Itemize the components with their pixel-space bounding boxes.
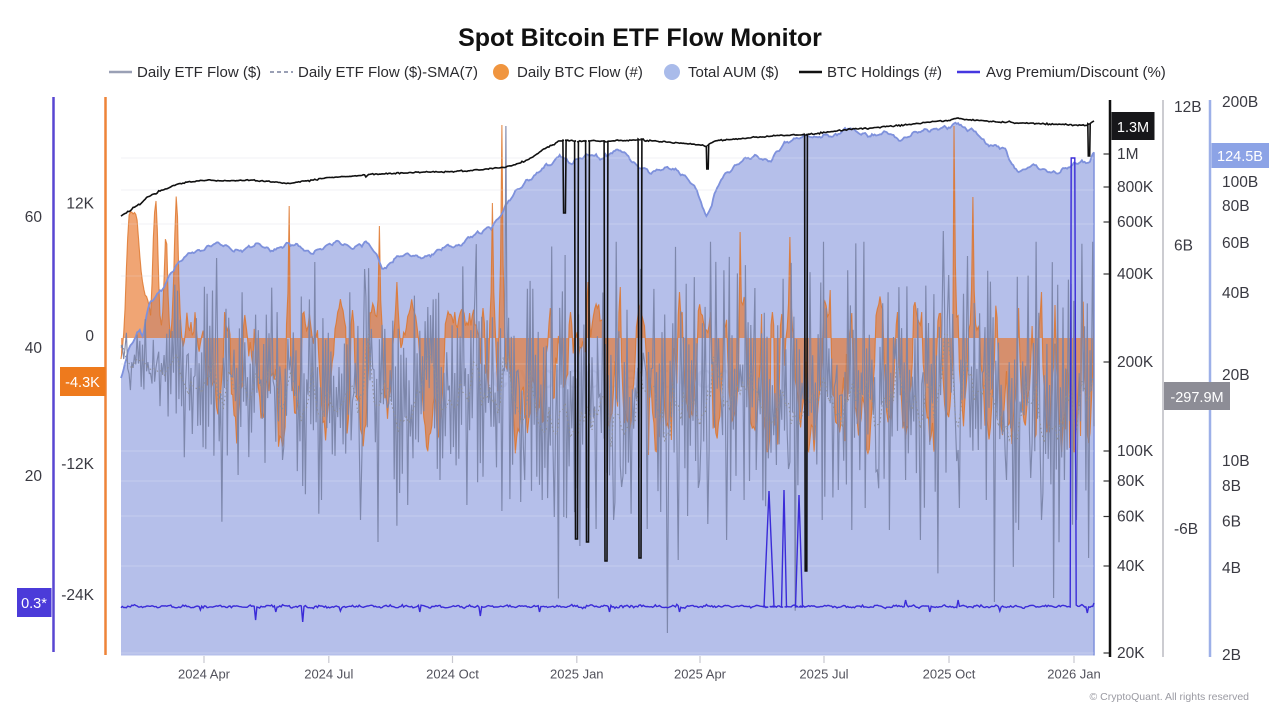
svg-text:40B: 40B bbox=[1222, 285, 1250, 302]
svg-text:-12K: -12K bbox=[61, 456, 94, 473]
svg-text:2024 Oct: 2024 Oct bbox=[426, 667, 479, 682]
svg-text:2025 Jan: 2025 Jan bbox=[550, 667, 604, 682]
svg-text:80B: 80B bbox=[1222, 198, 1250, 215]
svg-text:20: 20 bbox=[25, 468, 43, 485]
svg-text:124.5B: 124.5B bbox=[1217, 149, 1263, 165]
svg-text:100K: 100K bbox=[1117, 443, 1154, 460]
svg-text:8B: 8B bbox=[1222, 478, 1241, 495]
svg-text:200B: 200B bbox=[1222, 94, 1258, 111]
svg-text:600K: 600K bbox=[1117, 214, 1154, 231]
svg-text:20B: 20B bbox=[1222, 367, 1250, 384]
svg-text:6B: 6B bbox=[1222, 514, 1241, 531]
svg-text:-4.3K: -4.3K bbox=[65, 375, 100, 391]
svg-text:2025 Oct: 2025 Oct bbox=[923, 667, 976, 682]
svg-text:2024 Apr: 2024 Apr bbox=[178, 667, 231, 682]
svg-text:-6B: -6B bbox=[1174, 521, 1198, 538]
svg-text:40K: 40K bbox=[1117, 558, 1145, 575]
svg-text:400K: 400K bbox=[1117, 266, 1154, 283]
svg-text:6B: 6B bbox=[1174, 238, 1193, 255]
svg-text:60B: 60B bbox=[1222, 235, 1250, 252]
svg-text:Avg Premium/Discount (%): Avg Premium/Discount (%) bbox=[986, 64, 1166, 81]
svg-text:100B: 100B bbox=[1222, 174, 1258, 191]
svg-text:Spot Bitcoin ETF Flow Monitor: Spot Bitcoin ETF Flow Monitor bbox=[458, 24, 822, 52]
svg-text:200K: 200K bbox=[1117, 354, 1154, 371]
svg-text:60: 60 bbox=[25, 209, 43, 226]
svg-text:0: 0 bbox=[85, 328, 94, 345]
svg-text:12K: 12K bbox=[66, 196, 94, 213]
svg-text:2B: 2B bbox=[1222, 647, 1241, 664]
svg-text:0.3*: 0.3* bbox=[21, 596, 47, 612]
svg-text:2024 Jul: 2024 Jul bbox=[304, 667, 353, 682]
svg-text:Daily BTC Flow (#): Daily BTC Flow (#) bbox=[517, 64, 643, 81]
svg-text:80K: 80K bbox=[1117, 473, 1145, 490]
svg-text:40: 40 bbox=[25, 340, 43, 357]
svg-text:12B: 12B bbox=[1174, 99, 1202, 116]
svg-text:Daily ETF Flow ($)-SMA(7): Daily ETF Flow ($)-SMA(7) bbox=[298, 64, 478, 81]
svg-text:Total AUM ($): Total AUM ($) bbox=[688, 64, 779, 81]
svg-text:1M: 1M bbox=[1117, 146, 1139, 163]
svg-text:10B: 10B bbox=[1222, 453, 1250, 470]
svg-text:-297.9M: -297.9M bbox=[1170, 390, 1223, 406]
svg-text:-24K: -24K bbox=[61, 587, 94, 604]
svg-text:Daily ETF Flow ($): Daily ETF Flow ($) bbox=[137, 64, 261, 81]
svg-text:2026 Jan: 2026 Jan bbox=[1047, 667, 1101, 682]
svg-text:4B: 4B bbox=[1222, 560, 1241, 577]
svg-text:2025 Apr: 2025 Apr bbox=[674, 667, 727, 682]
svg-text:800K: 800K bbox=[1117, 179, 1154, 196]
svg-text:BTC Holdings (#): BTC Holdings (#) bbox=[827, 64, 942, 81]
svg-text:2025 Jul: 2025 Jul bbox=[799, 667, 848, 682]
svg-text:20K: 20K bbox=[1117, 645, 1145, 662]
svg-text:© CryptoQuant. All rights rese: © CryptoQuant. All rights reserved bbox=[1090, 691, 1250, 703]
svg-text:1.3M: 1.3M bbox=[1117, 120, 1149, 136]
svg-text:60K: 60K bbox=[1117, 509, 1145, 526]
